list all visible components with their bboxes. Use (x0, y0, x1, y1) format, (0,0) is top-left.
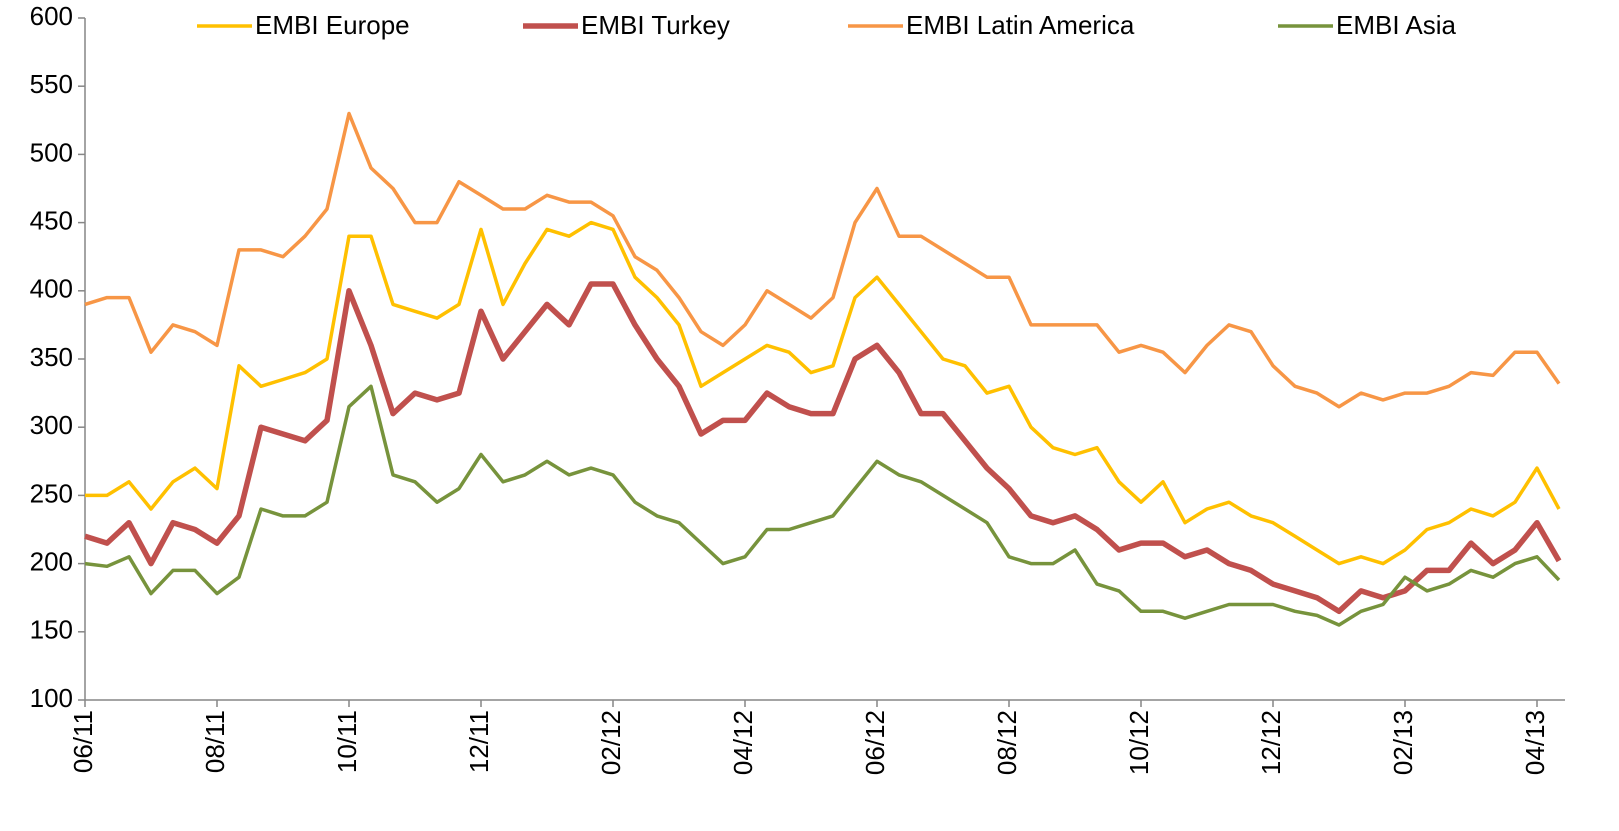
legend-label: EMBI Europe (255, 10, 410, 40)
series-line (84, 111, 1561, 409)
x-tick-label: 12/12 (1256, 710, 1286, 775)
y-tick-label: 200 (30, 546, 73, 576)
y-tick-label: 550 (30, 69, 73, 99)
x-tick-label: 06/11 (68, 710, 98, 773)
y-tick-label: 250 (30, 478, 73, 508)
x-tick-label: 04/13 (1520, 710, 1550, 775)
series-line (84, 281, 1562, 615)
x-tick-label: 10/11 (332, 710, 362, 773)
legend-label: EMBI Turkey (581, 10, 730, 40)
x-tick-label: 12/11 (464, 710, 494, 773)
y-tick-label: 100 (30, 683, 73, 713)
x-tick-label: 08/11 (200, 710, 230, 773)
y-tick-label: 150 (30, 615, 73, 645)
y-tick-label: 300 (30, 410, 73, 440)
y-tick-label: 350 (30, 342, 73, 372)
y-tick-label: 400 (30, 274, 73, 304)
y-tick-label: 500 (30, 137, 73, 167)
x-tick-label: 06/12 (860, 710, 890, 775)
y-tick-label: 600 (30, 1, 73, 31)
x-tick-label: 08/12 (992, 710, 1022, 775)
x-tick-label: 10/12 (1124, 710, 1154, 775)
series-line (84, 384, 1561, 627)
x-tick-label: 04/12 (728, 710, 758, 775)
x-tick-label: 02/13 (1388, 710, 1418, 775)
x-tick-label: 02/12 (596, 710, 626, 775)
legend-label: EMBI Asia (1336, 10, 1456, 40)
legend-label: EMBI Latin America (906, 10, 1135, 40)
y-tick-label: 450 (30, 205, 73, 235)
series-line (85, 220, 1561, 566)
